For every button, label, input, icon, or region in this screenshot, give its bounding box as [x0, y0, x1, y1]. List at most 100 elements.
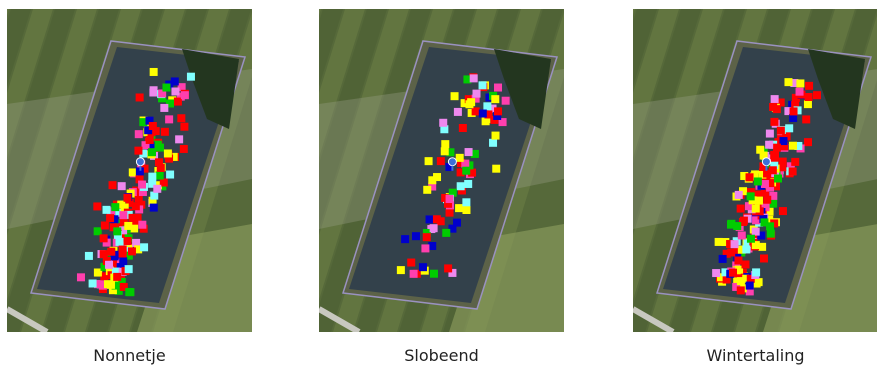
observation-marker	[113, 273, 121, 281]
observation-marker	[804, 100, 812, 108]
observation-marker	[457, 182, 465, 190]
observation-marker	[85, 252, 93, 260]
observation-marker	[187, 73, 195, 81]
observation-marker	[119, 246, 127, 254]
observation-marker	[489, 139, 497, 147]
observation-marker	[138, 181, 146, 189]
observation-marker	[134, 147, 142, 155]
observation-marker	[770, 151, 778, 159]
observation-marker	[719, 255, 727, 263]
observation-marker	[150, 204, 158, 212]
observation-marker	[149, 89, 157, 97]
observation-marker	[441, 140, 449, 148]
observation-marker	[492, 132, 500, 140]
observation-marker	[760, 218, 768, 226]
observation-marker	[738, 231, 746, 239]
observation-marker	[462, 167, 470, 175]
observation-marker	[148, 148, 156, 156]
observation-marker	[462, 198, 470, 206]
observation-marker	[790, 107, 798, 115]
observation-marker	[779, 158, 787, 166]
observation-marker	[729, 269, 737, 277]
observation-marker	[149, 122, 157, 130]
location-pin	[136, 158, 144, 166]
observation-marker	[769, 166, 777, 174]
observation-marker	[128, 214, 136, 222]
observation-marker	[734, 257, 742, 265]
observation-marker	[760, 254, 768, 262]
observation-marker	[791, 158, 799, 166]
observation-marker	[107, 281, 115, 289]
panel-label: Wintertaling	[633, 346, 877, 365]
observation-marker	[454, 108, 462, 116]
observation-marker	[479, 81, 487, 89]
observation-marker	[747, 192, 755, 200]
observation-marker	[456, 154, 464, 162]
observation-marker	[755, 278, 763, 286]
panel-label: Slobeend	[319, 346, 564, 365]
observation-marker	[741, 260, 749, 268]
observation-marker	[442, 229, 450, 237]
observation-marker	[156, 172, 164, 180]
observation-marker	[470, 74, 478, 82]
observation-marker	[410, 270, 418, 278]
observation-marker	[148, 173, 156, 181]
observation-marker	[132, 202, 140, 210]
observation-marker	[754, 177, 762, 185]
map-panel	[319, 9, 564, 332]
observation-marker	[483, 102, 491, 110]
observation-marker	[479, 110, 487, 118]
observation-marker	[492, 165, 500, 173]
observation-marker	[766, 130, 774, 138]
observation-marker	[430, 270, 438, 278]
observation-marker	[111, 203, 119, 211]
observation-marker	[105, 261, 113, 269]
observation-marker	[796, 79, 804, 87]
page: {"panels": [{"label": "Nonnetje"}, {"lab…	[0, 0, 877, 373]
observation-marker	[747, 235, 755, 243]
observation-marker	[805, 82, 813, 90]
observation-marker	[106, 214, 114, 222]
observation-marker	[813, 91, 821, 99]
observation-marker	[430, 224, 438, 232]
observation-marker	[761, 180, 769, 188]
observation-marker	[119, 257, 127, 265]
observation-marker	[419, 263, 427, 271]
observation-marker	[93, 202, 101, 210]
observation-marker	[113, 227, 121, 235]
observation-marker	[773, 144, 781, 152]
observation-marker	[771, 95, 779, 103]
observation-marker	[752, 205, 760, 213]
observation-marker	[101, 221, 109, 229]
observation-marker	[727, 248, 735, 256]
observation-marker	[439, 119, 447, 127]
observation-marker	[746, 282, 754, 290]
observation-marker	[494, 84, 502, 92]
observation-marker	[177, 114, 185, 122]
observation-marker	[465, 148, 473, 156]
observation-marker	[473, 90, 481, 98]
observation-marker	[731, 240, 739, 248]
observation-marker	[423, 186, 431, 194]
observation-marker	[125, 265, 133, 273]
observation-marker	[162, 84, 170, 92]
observation-marker	[125, 288, 133, 296]
observation-marker	[805, 93, 813, 101]
observation-marker	[737, 286, 745, 294]
observation-marker	[136, 93, 144, 101]
observation-marker	[180, 123, 188, 131]
observation-marker	[752, 268, 760, 276]
observation-marker	[462, 206, 470, 214]
observation-marker	[118, 182, 126, 190]
observation-marker	[109, 181, 117, 189]
observation-marker	[494, 107, 502, 115]
observation-marker	[444, 264, 452, 272]
observation-marker	[412, 232, 420, 240]
observation-marker	[174, 98, 182, 106]
observation-marker	[742, 245, 750, 253]
observation-marker	[784, 78, 792, 86]
observation-marker	[129, 168, 137, 176]
observation-marker	[767, 230, 775, 238]
observation-marker	[465, 100, 473, 108]
observation-marker	[774, 175, 782, 183]
